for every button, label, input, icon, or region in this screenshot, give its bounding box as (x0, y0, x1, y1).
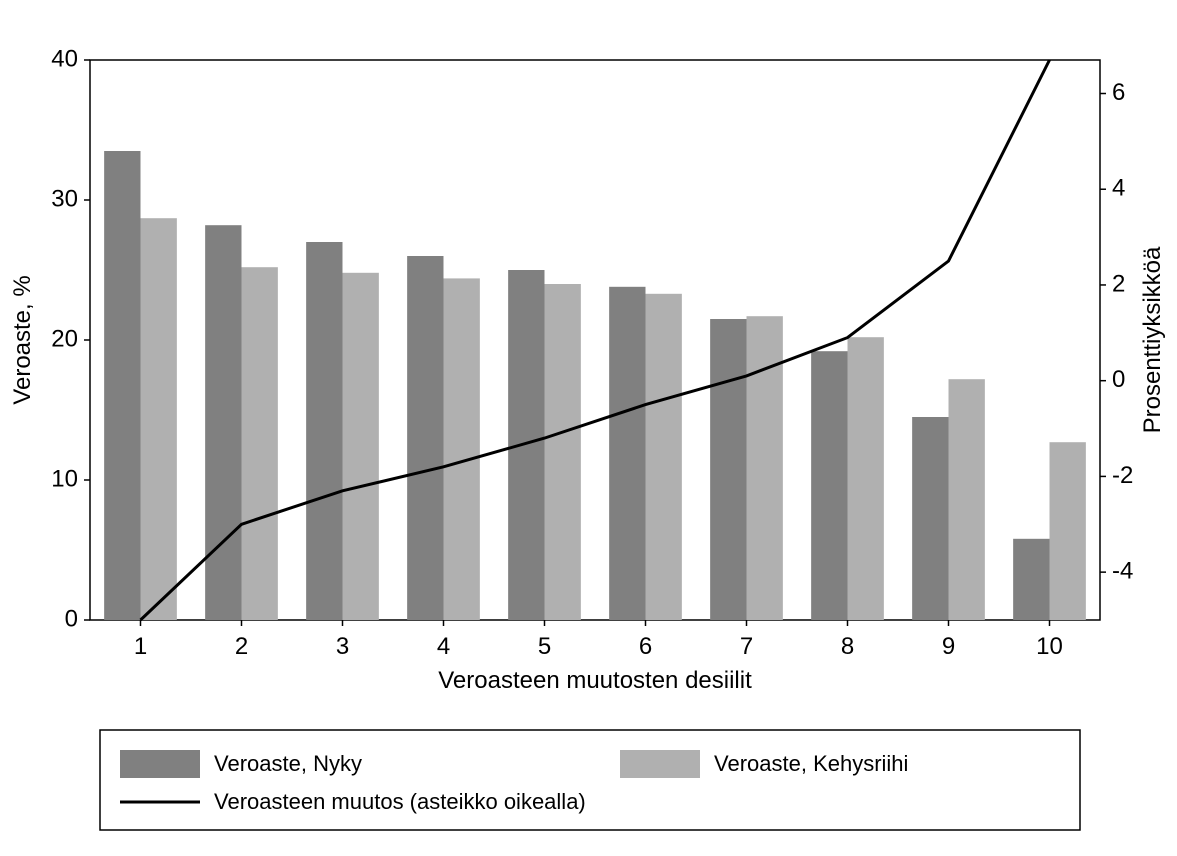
legend-label: Veroasteen muutos (asteikko oikealla) (214, 789, 586, 814)
bar (609, 287, 645, 620)
legend-swatch (620, 750, 700, 778)
x-tick-label: 7 (740, 633, 753, 660)
chart-svg: 1 2 3 4 5 6 7 8 9 10 Veroasteen muutosten desiilit… (0, 0, 1177, 856)
y-right-tick-label: 4 (1112, 175, 1125, 202)
chart-container: 1 2 3 4 5 6 7 8 9 10 Veroasteen muutosten desiilit… (0, 0, 1177, 856)
bar (646, 294, 682, 620)
bar (508, 270, 544, 620)
y-right-tick-label: 0 (1112, 366, 1125, 393)
legend: Veroaste, Nyky Veroaste, Kehysriihi Veroas… (100, 730, 1080, 830)
y-left-axis-label: Veroaste, % (9, 275, 36, 404)
y-left-tick-label: 30 (51, 185, 78, 212)
x-tick-label: 6 (639, 633, 652, 660)
legend-border (100, 730, 1080, 830)
legend-label: Veroaste, Kehysriihi (714, 751, 908, 776)
y-left-tick-label: 20 (51, 325, 78, 352)
bars-group (104, 151, 1086, 620)
bar (205, 225, 241, 620)
legend-swatch (120, 750, 200, 778)
bar (747, 316, 783, 620)
bar (141, 218, 177, 620)
y-left-tick-label: 0 (65, 605, 78, 632)
bar (811, 351, 847, 620)
x-tick-label: 8 (841, 633, 854, 660)
y-right-axis-label: Prosenttiyksikköä (1139, 246, 1166, 433)
y-right-tick-label: -4 (1112, 557, 1133, 584)
x-axis: 1 2 3 4 5 6 7 8 9 10 Veroasteen muutosten desiilit (134, 620, 1063, 694)
bar (242, 267, 278, 620)
x-tick-label: 1 (134, 633, 147, 660)
bar (912, 417, 948, 620)
bar (949, 379, 985, 620)
x-tick-label: 9 (942, 633, 955, 660)
x-tick-label: 4 (437, 633, 450, 660)
bar (1013, 539, 1049, 620)
x-tick-label: 5 (538, 633, 551, 660)
x-tick-label: 10 (1036, 633, 1063, 660)
bar (710, 319, 746, 620)
legend-label: Veroaste, Nyky (214, 751, 362, 776)
bar (1050, 442, 1086, 620)
bar (306, 242, 342, 620)
bar (444, 278, 480, 620)
y-right-tick-label: 6 (1112, 79, 1125, 106)
y-left-tick-label: 10 (51, 465, 78, 492)
x-tick-label: 3 (336, 633, 349, 660)
x-tick-label: 2 (235, 633, 248, 660)
x-axis-label: Veroasteen muutosten desiilit (438, 667, 752, 694)
y-right-tick-label: -2 (1112, 462, 1133, 489)
bar (407, 256, 443, 620)
bar (343, 273, 379, 620)
y-left-axis: 0 10 20 30 40 Veroaste, % (9, 45, 90, 632)
y-left-tick-label: 40 (51, 45, 78, 72)
y-right-axis: -4 -2 0 2 4 6 Prosenttiyksikköä (1100, 79, 1166, 585)
bar (545, 284, 581, 620)
y-right-tick-label: 2 (1112, 270, 1125, 297)
bar (104, 151, 140, 620)
bar (848, 337, 884, 620)
